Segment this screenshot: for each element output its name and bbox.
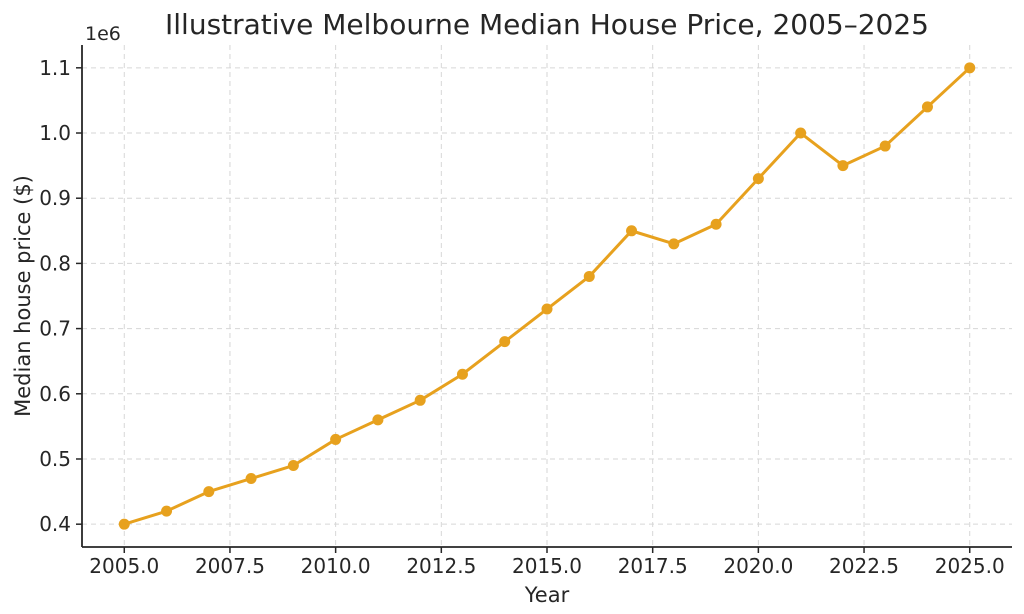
data-point [837, 160, 849, 172]
x-tick-label: 2012.5 [406, 554, 476, 578]
data-point [668, 238, 680, 250]
data-point [118, 518, 130, 530]
y-tick-label: 1.0 [39, 121, 71, 145]
x-axis-ticks: 2005.0 2007.5 2010.0 2012.5 2015.0 2017.5 2020… [89, 547, 1005, 578]
x-axis-label: Year [524, 583, 570, 607]
data-point [161, 505, 173, 517]
y-tick-label: 0.8 [39, 251, 71, 275]
chart-title: Illustrative Melbourne Median House Pric… [165, 8, 929, 41]
y-tick-label: 0.7 [39, 317, 71, 341]
data-point [752, 173, 764, 185]
x-tick-label: 2010.0 [301, 554, 371, 578]
y-tick-label: 0.4 [39, 512, 71, 536]
data-point [287, 460, 299, 472]
data-point [583, 270, 595, 282]
data-point [921, 101, 933, 113]
x-tick-label: 2020.0 [723, 554, 793, 578]
data-point [245, 473, 257, 485]
price-series [118, 62, 976, 530]
data-point [541, 303, 553, 315]
data-point [372, 414, 384, 426]
data-point [879, 140, 891, 152]
y-tick-label: 0.9 [39, 186, 71, 210]
x-tick-label: 2022.5 [829, 554, 899, 578]
data-point [414, 394, 426, 406]
x-tick-label: 2005.0 [89, 554, 159, 578]
data-point [795, 127, 807, 139]
data-point [964, 62, 976, 74]
y-axis-ticks: 0.4 0.5 0.6 0.7 0.8 0.9 1.0 1.1 [39, 56, 82, 536]
gridlines [82, 45, 1012, 547]
x-tick-label: 2017.5 [618, 554, 688, 578]
x-tick-label: 2015.0 [512, 554, 582, 578]
data-point [626, 225, 638, 237]
data-point [456, 368, 468, 380]
y-tick-label: 0.6 [39, 382, 71, 406]
y-offset-label: 1e6 [85, 23, 121, 45]
y-tick-label: 1.1 [39, 56, 71, 80]
x-tick-label: 2007.5 [195, 554, 265, 578]
y-axis-label: Median house price ($) [11, 175, 35, 417]
x-tick-label: 2025.0 [935, 554, 1005, 578]
data-point [499, 336, 511, 348]
data-point [330, 433, 342, 445]
y-tick-label: 0.5 [39, 447, 71, 471]
data-point [710, 218, 722, 230]
data-point [203, 486, 215, 498]
